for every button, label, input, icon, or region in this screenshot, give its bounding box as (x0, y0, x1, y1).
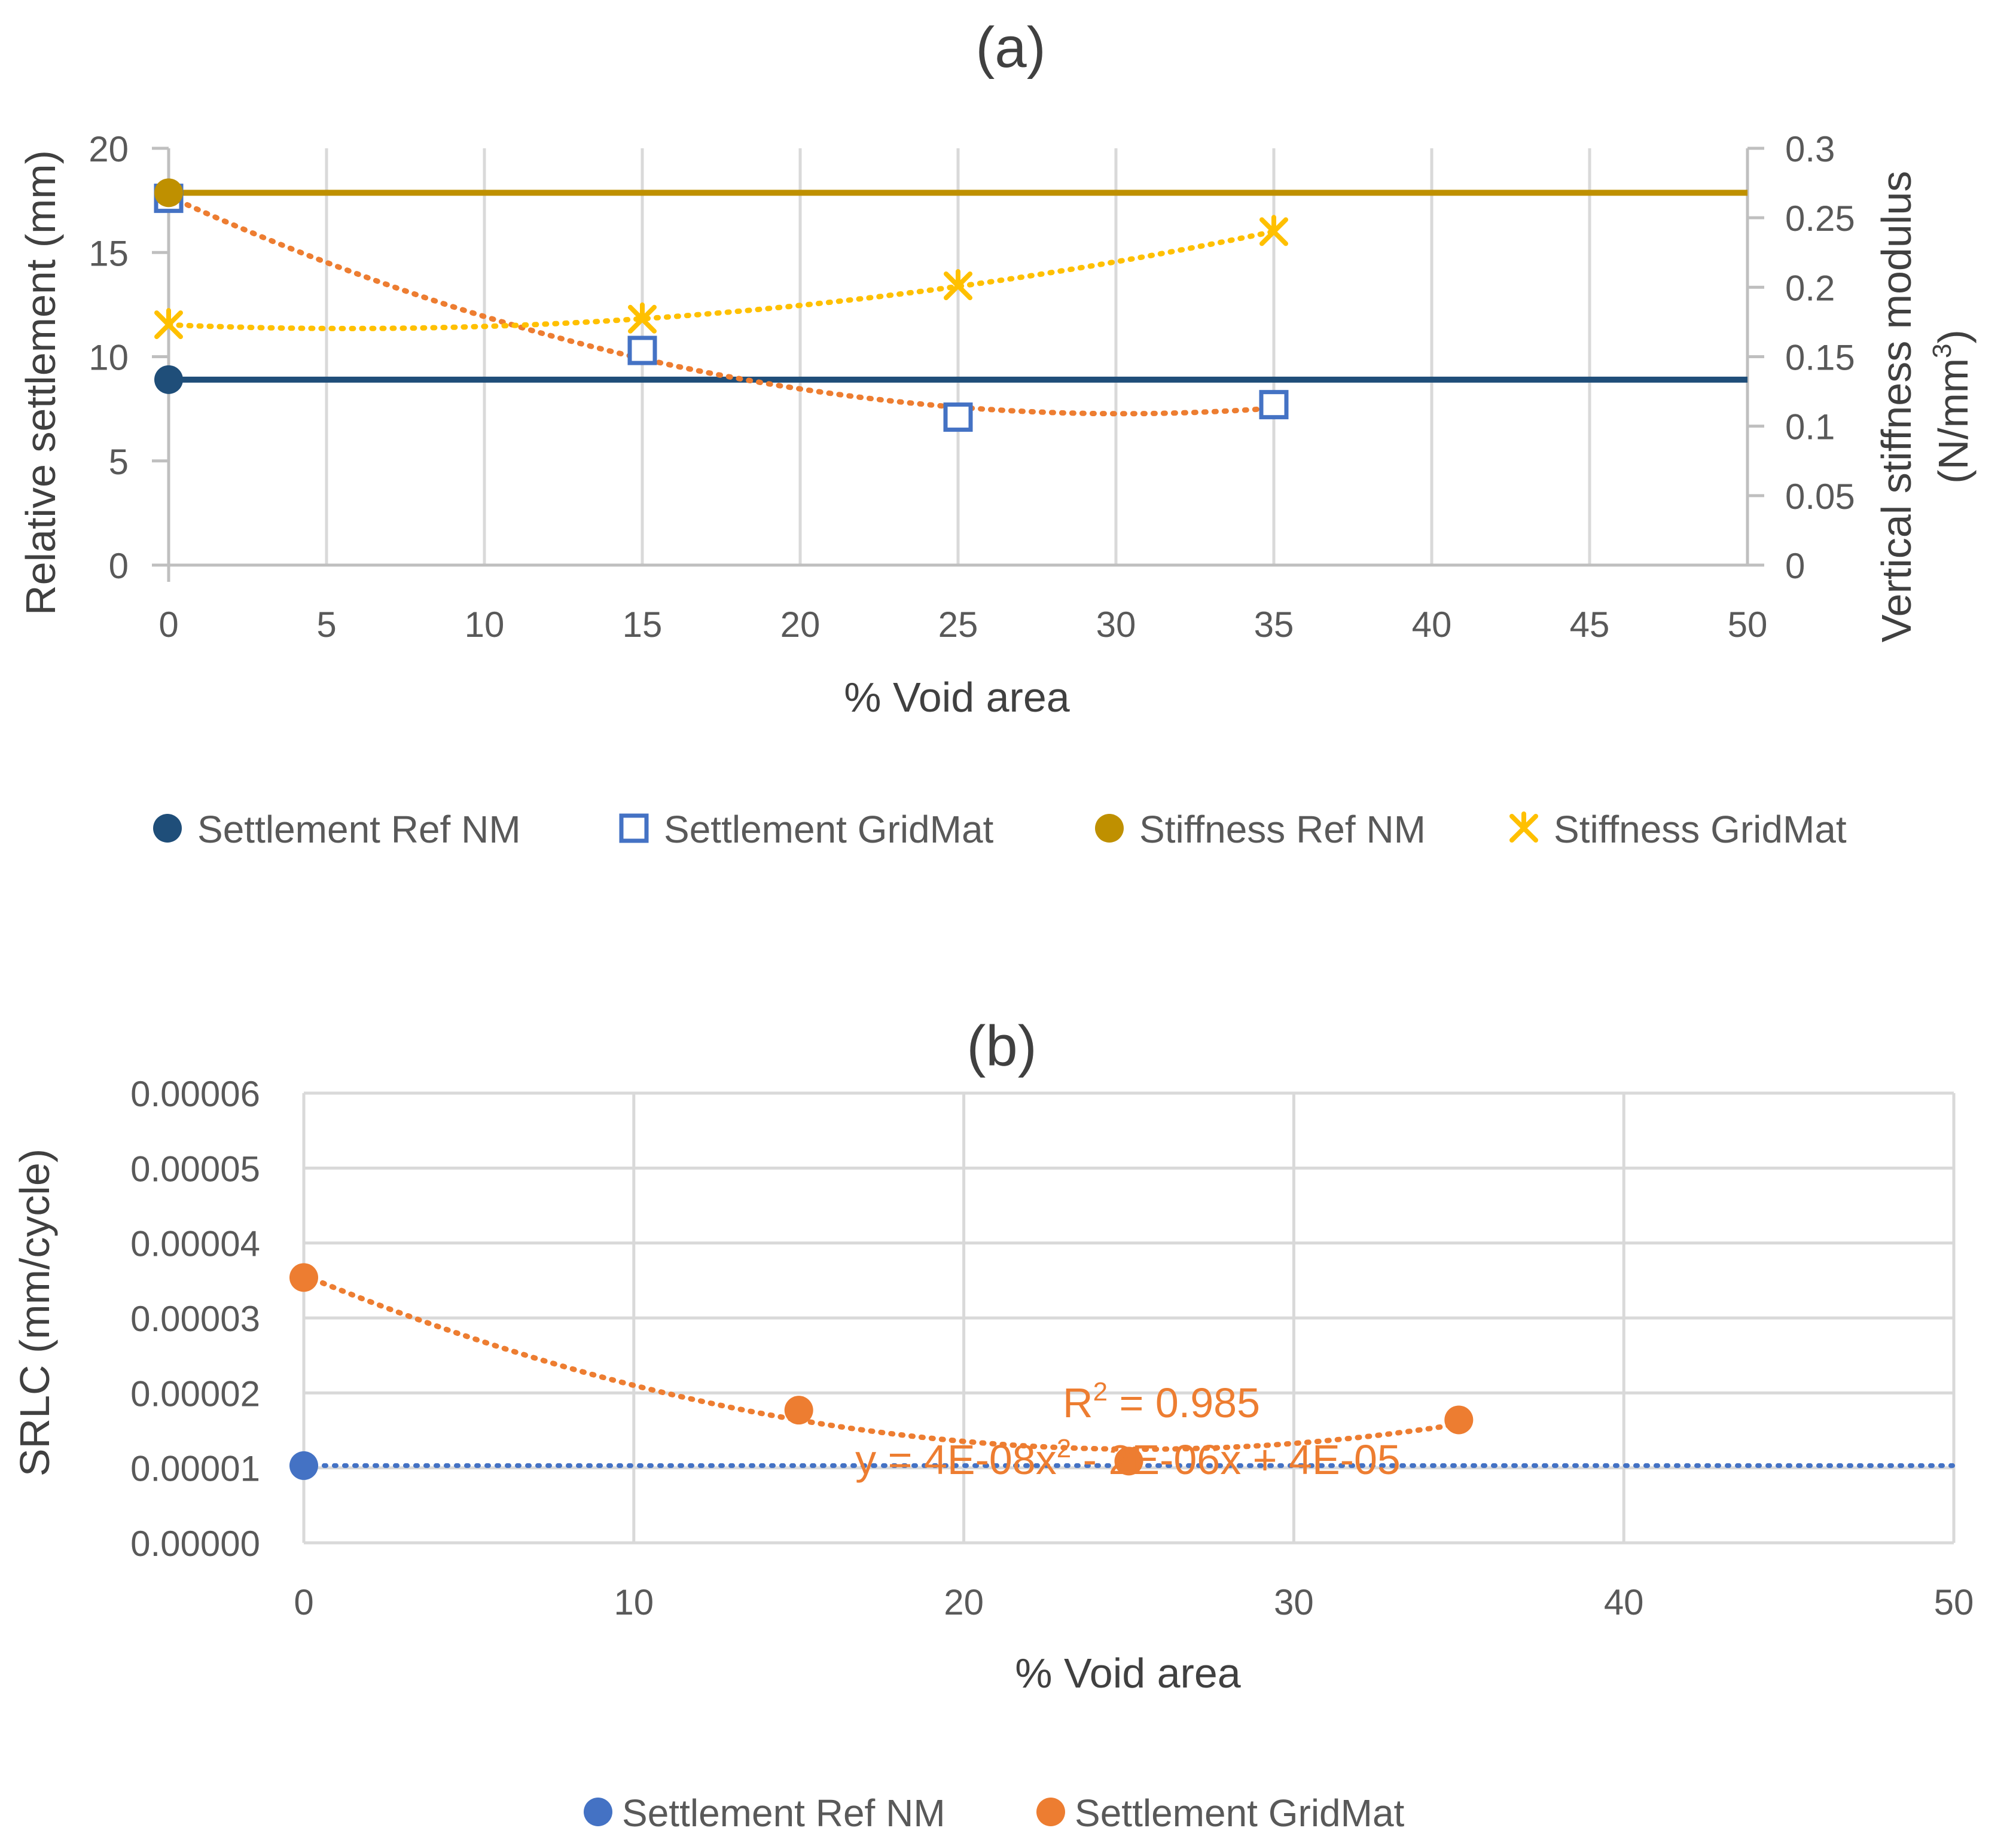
chart-b-point-s0-0 (289, 1451, 318, 1480)
chart-a-legend-marker-2 (1095, 814, 1124, 843)
chart-a-y-tick-label-3: 15 (89, 233, 129, 273)
chart-a-y2-tick-label-0: 0 (1785, 546, 1805, 586)
chart-a-x-tick-label-0: 0 (158, 605, 178, 645)
chart-b-x-tick-labels: 0 10 20 30 40 50 (294, 1582, 1974, 1622)
chart-b-title: (b) (966, 1014, 1036, 1078)
chart-a-point-s1-2 (943, 402, 973, 432)
chart-panel-b: (b) 0.000000.000010.000020.000030.000040… (11, 1014, 1974, 1835)
chart-b-x-tick-label-2: 20 (944, 1582, 984, 1622)
chart-b-legend-label-1: Settlement GridMat (1075, 1792, 1405, 1835)
chart-a-legend-marker-0 (153, 814, 182, 843)
chart-b-y-axis-label: SRLC (mm/cycle) (11, 1149, 58, 1476)
chart-b-point-s1-1 (784, 1396, 813, 1425)
chart-b-y-tick-label-6: 0.00006 (130, 1074, 260, 1114)
chart-a-y-tick-label-1: 5 (109, 442, 129, 482)
chart-b-r-squared: R2 = 0.985 (1063, 1377, 1260, 1426)
chart-b-y-tick-label-5: 0.00005 (130, 1149, 260, 1189)
chart-a-point-s3-3-stroke (1259, 215, 1288, 246)
chart-a-point-s0-0 (154, 365, 183, 394)
chart-b-x-tick-label-5: 50 (1934, 1582, 1974, 1622)
chart-b-y-tick-labels: 0.00000 0.00001 0.00002 0.00003 0.00004 0.000… (130, 1074, 260, 1564)
chart-a-y-tick-label-2: 10 (89, 338, 129, 378)
chart-a-point-s3-1-stroke (628, 302, 657, 334)
chart-a-legend-label-2: Stiffness Ref NM (1139, 808, 1426, 851)
chart-a-x-axis-label: % Void area (844, 674, 1070, 721)
chart-a-x-tick-label-5: 25 (938, 605, 978, 645)
chart-a-x-tick-label-6: 30 (1096, 605, 1136, 645)
chart-b-x-axis-label: % Void area (1015, 1650, 1241, 1696)
chart-a-legend-marker-1 (619, 813, 649, 843)
chart-a-point-s1-3 (1259, 390, 1289, 420)
chart-a-point-s1-1 (627, 335, 657, 365)
chart-a-y2-axis-label-line1: Vertical stiffness modulus (1873, 171, 1920, 643)
chart-a-y2-tick-label-3: 0.15 (1785, 338, 1855, 378)
chart-a-legend-label-3: Stiffness GridMat (1554, 808, 1847, 851)
chart-b-legend: Settlement Ref NM Settlement GridMat (584, 1792, 1405, 1835)
chart-a-point-s3-1 (628, 302, 657, 334)
chart-a-x-tick-label-7: 35 (1254, 605, 1294, 645)
chart-a-y2-tick-label-1: 0.05 (1785, 477, 1855, 517)
chart-a-y-axis-label: Relative settlement (mm) (17, 150, 64, 615)
chart-a-series (154, 178, 1747, 432)
chart-a-y-tick-label-4: 20 (89, 129, 129, 169)
chart-a-x-tick-label-10: 50 (1728, 605, 1768, 645)
chart-a-legend-marker-3 (1509, 811, 1538, 843)
chart-a-point-s3-0 (154, 308, 183, 340)
chart-b-point-s1-0 (289, 1263, 318, 1292)
chart-a-legend-marker-3-stroke (1509, 811, 1538, 843)
chart-b-trendline-1 (301, 1273, 1462, 1453)
chart-a-y-tick-label-0: 0 (109, 546, 129, 586)
chart-a-y2-tick-labels: 0 0.05 0.1 0.15 0.2 0.25 0.3 (1785, 129, 1855, 586)
chart-a-x-tick-label-8: 40 (1412, 605, 1452, 645)
chart-a-x-tick-label-1: 5 (316, 605, 336, 645)
chart-panel-a: (a) 0 5 10 15 20 0 0.05 0.1 0.15 0.2 0.25 0.3 0 5 10… (17, 16, 1977, 851)
chart-a-y2-tick-label-6: 0.3 (1785, 129, 1835, 169)
chart-a-trendline-1 (166, 194, 1277, 417)
chart-b-y-tick-label-0: 0.00000 (130, 1524, 260, 1564)
chart-a-x-tick-label-9: 45 (1570, 605, 1610, 645)
chart-a-title: (a) (975, 16, 1045, 80)
chart-b-point-s1-2 (1114, 1447, 1143, 1476)
chart-a-y2-tick-label-4: 0.2 (1785, 268, 1835, 308)
chart-a-trendline-3 (166, 228, 1277, 331)
chart-a-point-s3-3 (1259, 215, 1288, 246)
chart-b-legend-marker-0 (584, 1798, 612, 1826)
chart-b-series (289, 1263, 1956, 1480)
chart-a-legend-label-0: Settlement Ref NM (197, 808, 521, 851)
chart-a-point-s3-0-stroke (154, 308, 183, 340)
chart-a-x-tick-label-4: 20 (780, 605, 821, 645)
chart-a-y2-axis-label-line2: (N/mm3) (1927, 329, 1977, 484)
chart-a-axes (152, 147, 1764, 582)
chart-a-y2-tick-label-5: 0.25 (1785, 199, 1855, 239)
chart-a-x-tick-labels: 0 5 10 15 20 25 30 35 40 45 50 (158, 605, 1767, 645)
chart-b-x-tick-label-3: 30 (1274, 1582, 1314, 1622)
chart-b-point-s1-3 (1444, 1405, 1474, 1435)
chart-a-y-tick-labels: 0 5 10 15 20 (89, 129, 129, 586)
chart-b-x-tick-label-1: 10 (614, 1582, 654, 1622)
chart-a-y2-tick-label-2: 0.1 (1785, 407, 1835, 447)
chart-a-point-s2-0 (154, 178, 183, 208)
chart-b-legend-label-0: Settlement Ref NM (622, 1792, 946, 1835)
chart-a-point-s3-2 (944, 269, 972, 301)
chart-b-y-tick-label-1: 0.00001 (130, 1449, 260, 1489)
chart-a-legend: Settlement Ref NM Settlement GridMat Stiff… (153, 808, 1847, 851)
chart-b-x-tick-label-0: 0 (294, 1582, 313, 1622)
chart-a-x-tick-label-2: 10 (465, 605, 505, 645)
chart-b-y-tick-label-2: 0.00002 (130, 1374, 260, 1414)
chart-a-legend-label-1: Settlement GridMat (664, 808, 994, 851)
chart-b-x-tick-label-4: 40 (1604, 1582, 1644, 1622)
chart-b-gridlines (304, 1091, 1956, 1543)
chart-b-y-tick-label-4: 0.00004 (130, 1224, 260, 1264)
chart-b-trend-equation: y = 4E-08x2 - 2E-06x + 4E-05 (855, 1434, 1401, 1483)
chart-a-point-s3-2-stroke (944, 269, 972, 301)
chart-b-y-tick-label-3: 0.00003 (130, 1299, 260, 1339)
chart-b-legend-marker-1 (1036, 1798, 1065, 1826)
chart-a-x-tick-label-3: 15 (623, 605, 663, 645)
